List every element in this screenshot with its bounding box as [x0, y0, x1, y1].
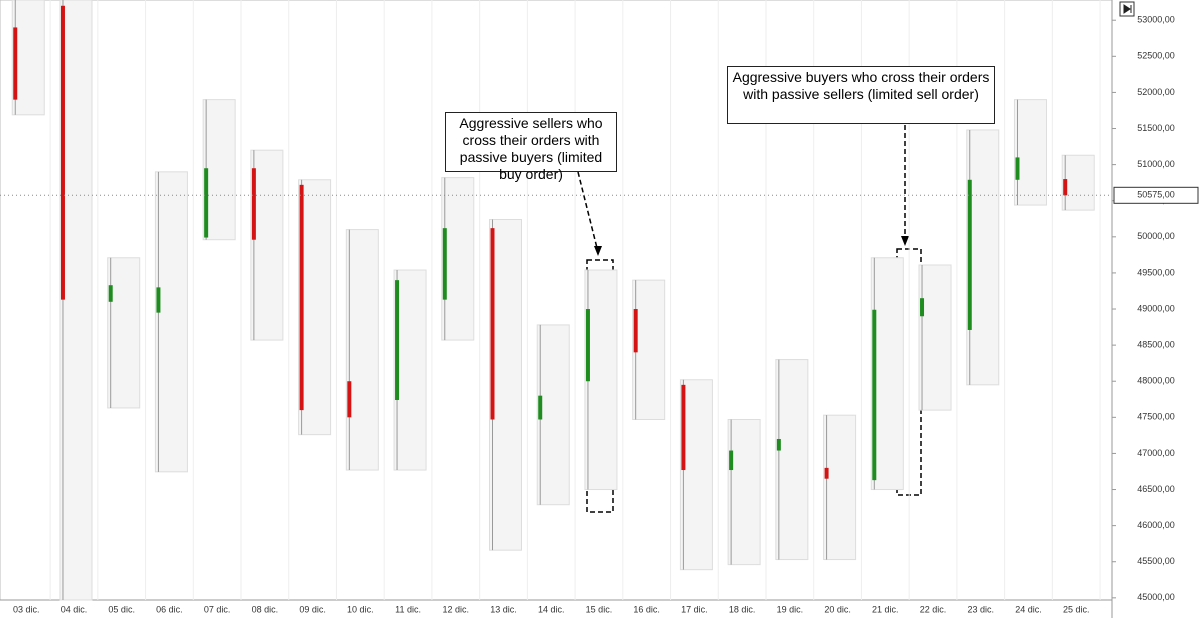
- footprint-range: [727, 418, 761, 566]
- footprint-range: [918, 264, 952, 411]
- candle-body: [824, 467, 829, 479]
- candle-body: [108, 285, 113, 302]
- footprint-range: [1013, 99, 1047, 206]
- footprint-range: [154, 171, 188, 473]
- candle-body: [299, 184, 304, 411]
- annotation: Aggressive sellers who cross their order…: [445, 112, 617, 182]
- x-tick-label: 14 dic.: [538, 604, 565, 614]
- footprint-range: [679, 379, 713, 571]
- x-tick-label: 12 dic.: [443, 604, 470, 614]
- x-tick-label: 24 dic.: [1015, 604, 1042, 614]
- arrow-head: [594, 246, 602, 256]
- footprint-range: [345, 229, 379, 471]
- candle-body: [1015, 157, 1020, 180]
- x-tick-label: 17 dic.: [681, 604, 708, 614]
- candle-body: [60, 5, 65, 300]
- x-tick-label: 06 dic.: [156, 604, 183, 614]
- arrow-head: [901, 236, 909, 246]
- footprint-range: [584, 269, 618, 491]
- candle-body: [967, 179, 972, 330]
- y-tick-label: 47500,00: [1137, 412, 1175, 422]
- x-tick-label: 10 dic.: [347, 604, 374, 614]
- y-tick-label: 51000,00: [1137, 159, 1175, 169]
- candle-body: [490, 228, 495, 420]
- x-tick-label: 03 dic.: [13, 604, 40, 614]
- x-tick-label: 07 dic.: [204, 604, 231, 614]
- candle-body: [347, 381, 352, 418]
- last-price-box: [1113, 186, 1199, 204]
- x-tick-label: 18 dic.: [729, 604, 756, 614]
- y-tick-label: 46500,00: [1137, 484, 1175, 494]
- candle-body: [13, 27, 18, 100]
- footprint-range: [250, 149, 284, 341]
- footprint-range: [632, 279, 666, 420]
- y-tick-label: 45500,00: [1137, 556, 1175, 566]
- y-tick-label: 45000,00: [1137, 592, 1175, 602]
- candle-body: [1063, 179, 1068, 196]
- x-tick-label: 20 dic.: [824, 604, 851, 614]
- x-tick-label: 21 dic.: [872, 604, 899, 614]
- x-tick-label: 25 dic.: [1063, 604, 1090, 614]
- candle-body: [251, 168, 256, 240]
- candle-body: [920, 298, 925, 317]
- y-tick-label: 48000,00: [1137, 376, 1175, 386]
- y-tick-label: 47000,00: [1137, 448, 1175, 458]
- y-tick-label: 53000,00: [1137, 15, 1175, 25]
- footprint-range: [536, 324, 570, 506]
- candle-body: [729, 450, 734, 471]
- candle-body: [156, 287, 161, 313]
- menu-icon: [1123, 4, 1132, 14]
- candle-body: [776, 438, 781, 451]
- footprint-range: [489, 218, 523, 551]
- footprint-range: [823, 414, 857, 561]
- x-tick-label: 04 dic.: [61, 604, 88, 614]
- y-tick-label: 49500,00: [1137, 267, 1175, 277]
- x-tick-label: 22 dic.: [920, 604, 947, 614]
- footprint-range: [441, 177, 475, 341]
- y-tick-label: 51500,00: [1137, 123, 1175, 133]
- footprint-range: [202, 99, 236, 241]
- footprint-range: [966, 129, 1000, 386]
- x-tick-label: 09 dic.: [299, 604, 326, 614]
- footprint-range: [393, 269, 427, 471]
- footprint-range: [775, 359, 809, 561]
- y-tick-label: 52000,00: [1137, 87, 1175, 97]
- candle-body: [633, 309, 638, 353]
- x-tick-label: 19 dic.: [777, 604, 804, 614]
- arrow: [577, 171, 599, 253]
- candle-body: [538, 395, 543, 420]
- candle-body: [442, 228, 447, 300]
- footprint-range: [107, 257, 141, 409]
- y-tick-label: 48500,00: [1137, 340, 1175, 350]
- x-tick-label: 23 dic.: [967, 604, 994, 614]
- candle-body: [585, 309, 590, 382]
- footprint-range: [1061, 154, 1095, 211]
- y-tick-label: 52500,00: [1137, 51, 1175, 61]
- footprint-range: [870, 257, 904, 491]
- x-tick-label: 11 dic.: [395, 604, 421, 614]
- footprint-range: [11, 0, 45, 116]
- x-tick-label: 08 dic.: [252, 604, 279, 614]
- x-tick-label: 16 dic.: [633, 604, 660, 614]
- x-tick-label: 05 dic.: [108, 604, 135, 614]
- y-tick-label: 50000,00: [1137, 231, 1175, 241]
- footprint-range: [298, 179, 332, 436]
- annotation: Aggressive buyers who cross their orders…: [727, 66, 995, 124]
- candle-body: [204, 168, 209, 238]
- candle-body: [681, 384, 686, 471]
- candle-body: [395, 280, 400, 400]
- x-tick-label: 15 dic.: [586, 604, 613, 614]
- footprint-range: [59, 0, 93, 601]
- x-tick-label: 13 dic.: [490, 604, 517, 614]
- y-tick-label: 49000,00: [1137, 303, 1175, 313]
- last-price-label: 50575,00: [1137, 190, 1175, 200]
- candle-body: [872, 309, 877, 481]
- y-tick-label: 46000,00: [1137, 520, 1175, 530]
